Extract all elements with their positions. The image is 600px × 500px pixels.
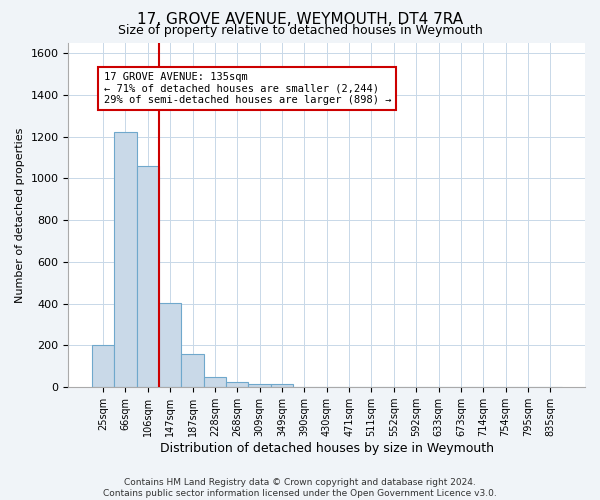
Text: Size of property relative to detached houses in Weymouth: Size of property relative to detached ho… xyxy=(118,24,482,37)
Bar xyxy=(204,377,226,387)
Bar xyxy=(271,384,293,387)
Bar xyxy=(159,302,181,387)
Bar xyxy=(226,382,248,387)
Text: 17 GROVE AVENUE: 135sqm
← 71% of detached houses are smaller (2,244)
29% of semi: 17 GROVE AVENUE: 135sqm ← 71% of detache… xyxy=(104,72,391,105)
X-axis label: Distribution of detached houses by size in Weymouth: Distribution of detached houses by size … xyxy=(160,442,494,455)
Bar xyxy=(114,132,137,387)
Bar xyxy=(137,166,159,387)
Bar xyxy=(92,346,114,387)
Bar xyxy=(181,354,204,387)
Y-axis label: Number of detached properties: Number of detached properties xyxy=(15,127,25,302)
Text: Contains HM Land Registry data © Crown copyright and database right 2024.
Contai: Contains HM Land Registry data © Crown c… xyxy=(103,478,497,498)
Bar xyxy=(248,384,271,387)
Text: 17, GROVE AVENUE, WEYMOUTH, DT4 7RA: 17, GROVE AVENUE, WEYMOUTH, DT4 7RA xyxy=(137,12,463,28)
